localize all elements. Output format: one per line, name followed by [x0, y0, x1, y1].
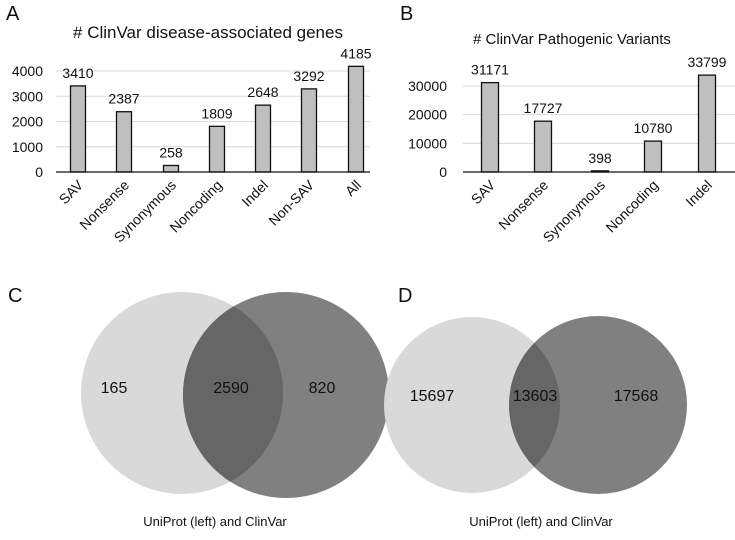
bar-nonsense [533, 120, 553, 173]
bar-nonsense [115, 111, 133, 173]
y-tick-label: 1000 [12, 139, 43, 155]
chart-a: # ClinVar disease-associated genes 0 1000 2… [12, 23, 372, 245]
venn-d-caption: UniProt (left) and ClinVar [469, 514, 613, 529]
y-tick-label: 10000 [408, 135, 447, 151]
venn-d-left-count: 15697 [410, 388, 455, 405]
venn-d-right-count: 17568 [614, 388, 659, 405]
venn-d: 15697 13603 17568 UniProt (left) and Cli… [384, 316, 687, 529]
data-label: 3292 [293, 68, 324, 84]
chart-title: # ClinVar disease-associated genes [73, 23, 343, 42]
venn-c-overlap [183, 292, 283, 494]
x-tick-label: Non-SAV [265, 176, 317, 228]
venn-d-right-circle [509, 316, 687, 494]
bar-noncoding [208, 125, 226, 173]
data-label: 2648 [247, 84, 278, 100]
bar-non-sav [300, 88, 318, 173]
panel-label-d: D [398, 285, 412, 307]
data-label: 31171 [471, 62, 509, 78]
bar-sav [69, 85, 87, 173]
data-label: 10780 [634, 120, 673, 136]
x-tick-label: Nonsense [495, 177, 551, 233]
x-tick-label: Indel [682, 177, 715, 210]
data-label: 1809 [201, 105, 232, 121]
y-tick-label: 30000 [408, 78, 447, 94]
data-label: 3410 [62, 65, 93, 81]
data-label: 4185 [340, 45, 371, 61]
panel-label-b: B [400, 3, 413, 25]
chart-b: # ClinVar Pathogenic Variants 0 10000 20000… [408, 31, 735, 245]
panel-label-c: C [8, 285, 22, 307]
chart-title: # ClinVar Pathogenic Variants [473, 31, 671, 48]
x-tick-label: SAV [468, 176, 499, 207]
panel-label-a: A [6, 3, 20, 25]
venn-c-left-count: 165 [101, 380, 128, 397]
data-label: 17727 [524, 100, 563, 116]
y-tick-label: 2000 [12, 114, 43, 130]
venn-c-right-count: 820 [309, 380, 336, 397]
venn-c-caption: UniProt (left) and ClinVar [143, 514, 287, 529]
bar-sav [480, 81, 500, 173]
bar-noncoding [643, 140, 663, 173]
x-tick-label: All [342, 177, 364, 199]
x-tick-label: SAV [56, 176, 87, 207]
data-label: 258 [159, 144, 183, 160]
data-label: 398 [588, 150, 612, 166]
venn-c-overlap-count: 2590 [213, 380, 249, 397]
y-tick-label: 4000 [12, 63, 43, 79]
x-tick-label: Indel [238, 177, 271, 210]
y-tick-label: 20000 [408, 107, 447, 123]
x-tick-label: Noncoding [602, 177, 661, 236]
venn-c: 165 2590 820 UniProt (left) and ClinVar [81, 292, 389, 529]
bar-all [347, 65, 365, 173]
y-tick-label: 0 [35, 164, 43, 180]
venn-d-left-circle [384, 317, 560, 493]
data-label: 33799 [688, 54, 727, 70]
data-label: 2387 [108, 91, 139, 107]
y-tick-label: 0 [439, 164, 447, 180]
bar-indel [697, 74, 717, 173]
bar-indel [254, 104, 272, 173]
venn-d-overlap-count: 13603 [513, 388, 558, 405]
bar-synonymous [162, 164, 180, 173]
y-tick-label: 3000 [12, 88, 43, 104]
